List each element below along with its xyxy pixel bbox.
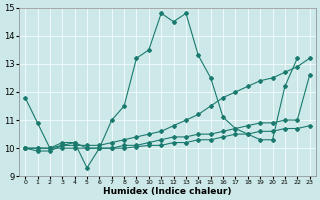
X-axis label: Humidex (Indice chaleur): Humidex (Indice chaleur) [103,187,232,196]
